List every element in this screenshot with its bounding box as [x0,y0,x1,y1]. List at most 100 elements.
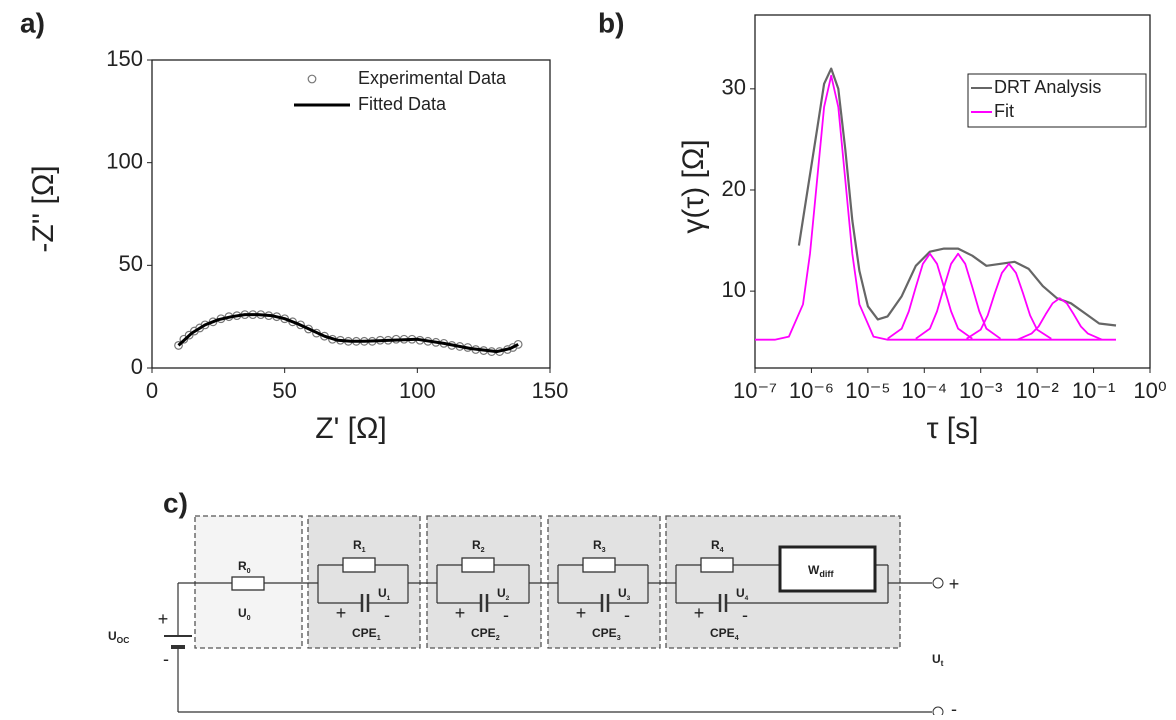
label-sub: 4 [745,595,749,602]
label-main: R [472,538,481,552]
x-axis-title: Z' [Ω] [315,412,386,445]
circuit-label: CPE2 [471,626,500,642]
y-tick-label: 30 [722,75,746,100]
sign: - [624,605,630,625]
sign: - [742,605,748,625]
panel-label: c) [163,487,188,518]
x-tick-label: 10⁻⁴ [902,378,948,403]
x-tick-label: 10⁻¹ [1072,378,1115,403]
data-line [966,262,1052,340]
resistor [231,576,265,591]
label-sub: 3 [627,595,631,602]
label-main: CPE [592,626,617,640]
circuit-label: R1 [353,538,366,554]
label-main: U [108,629,117,643]
terminal [932,706,944,718]
panel-label: b) [598,7,624,38]
label-main: U [736,586,745,600]
label-sub: 3 [602,546,606,554]
circuit-label: CPE4 [710,626,739,642]
x-tick-label: 50 [272,378,296,403]
label-sub: 2 [481,546,485,554]
block-box [547,515,661,649]
label-sub: t [941,658,944,668]
circuit-label: Wdiff [808,563,834,579]
resistor [700,557,734,573]
resistor [461,557,495,573]
resistor [582,557,616,573]
circuit-label: R0 [238,559,251,575]
x-tick-label: 10⁻² [1015,378,1058,403]
circuit-label: UOC [108,629,129,645]
label-sub: 0 [247,567,251,575]
block-box [426,515,542,649]
circuit-label: R4 [711,538,724,554]
y-tick-label: 10 [722,277,746,302]
circuit-label: U1 [378,586,391,602]
legend-label: DRT Analysis [994,77,1101,97]
y-tick-label: 0 [131,354,143,379]
label-sub: diff [819,569,834,579]
legend-label: Experimental Data [358,68,507,88]
label-sub: OC [117,635,130,645]
label-main: U [378,586,387,600]
data-line [1017,297,1103,341]
panel-label: a) [20,7,45,38]
label-sub: 1 [387,595,391,602]
label-main: R [593,538,602,552]
label-sub: 1 [377,634,381,642]
label-main: U [238,606,247,620]
label-main: U [497,586,506,600]
sign: + [576,603,587,623]
x-tick-label: 10⁻⁵ [845,378,890,403]
circuit-label: CPE1 [352,626,381,642]
data-line [797,67,1117,327]
x-tick-label: 150 [532,378,569,403]
y-axis-title: -Z'' [Ω] [27,165,60,252]
y-tick-label: 100 [106,148,143,173]
label-sub: 3 [617,634,621,642]
y-tick-label: 50 [119,251,143,276]
label-main: W [808,563,820,577]
label-sub: 2 [496,634,500,642]
legend-label: Fit [994,101,1014,121]
label-sub: 0 [247,614,251,622]
data-line [887,252,973,340]
sign: - [384,605,390,625]
circuit-label: R2 [472,538,485,554]
sign: - [503,605,509,625]
warburg [778,545,877,593]
circuit-label: Ut [932,652,944,668]
x-tick-label: 10⁰ [1133,378,1166,403]
plot-frame [151,59,551,369]
label-sub: 4 [720,546,724,554]
x-tick-label: 10⁻³ [959,378,1002,403]
label-main: R [238,559,247,573]
sign: - [163,649,169,669]
legend-frame [967,73,1147,128]
x-tick-label: 10⁻⁶ [789,378,834,403]
label-main: R [711,538,720,552]
circuit-label: CPE3 [592,626,621,642]
sign: + [949,574,960,594]
sign: + [694,603,705,623]
data-line [915,252,1002,340]
label-sub: 4 [735,634,739,642]
label-main: R [353,538,362,552]
x-axis-title: τ [s] [927,412,979,445]
label-main: CPE [471,626,496,640]
sign: + [455,603,466,623]
terminal [932,577,944,589]
label-sub: 1 [362,546,366,554]
data-line [755,74,1116,341]
sign: + [336,603,347,623]
label-sub: 2 [506,595,510,602]
resistor [342,557,376,573]
plot-frame [754,14,1151,369]
circuit-label: R3 [593,538,606,554]
sign: + [158,609,169,629]
circuit-label: U4 [736,586,749,602]
circuit-label: U0 [238,606,251,622]
